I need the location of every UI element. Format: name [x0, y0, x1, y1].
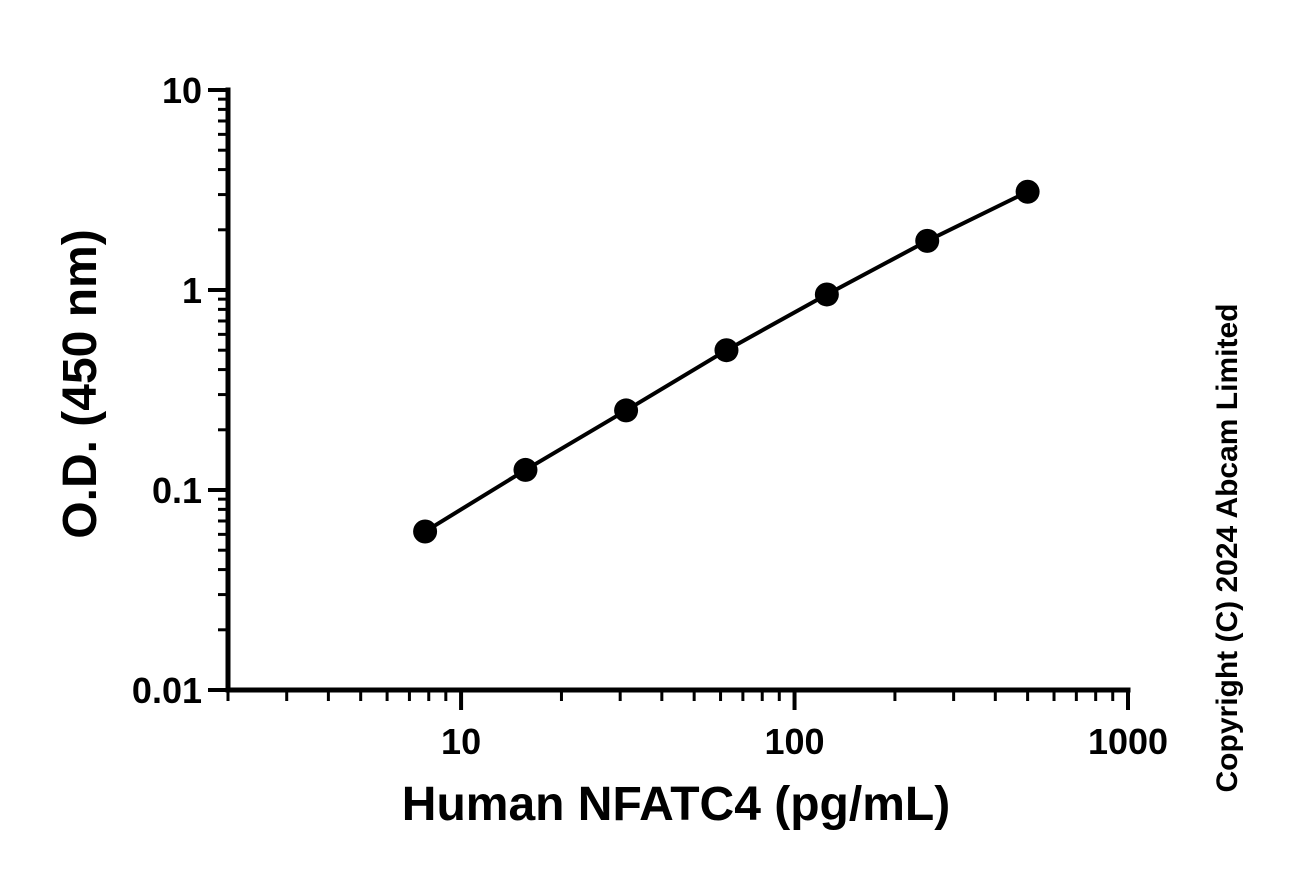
tick-labels: 0.01 0.1 1 10 10 100 1000: [132, 70, 1168, 762]
x-axis-title: Human NFATC4 (pg/mL): [402, 778, 950, 831]
axis-ticks: [208, 88, 1130, 710]
y-axis-title: O.D. (450 nm): [54, 229, 107, 538]
y-tick-label: 0.01: [132, 670, 202, 711]
y-tick-label: 1: [182, 270, 202, 311]
x-tick-label: 10: [441, 721, 481, 762]
y-tick-label: 0.1: [152, 470, 202, 511]
axes: [225, 87, 1131, 693]
y-tick-label: 10: [162, 70, 202, 111]
data-series: [413, 179, 1040, 544]
x-tick-label: 100: [765, 721, 825, 762]
data-point: [814, 282, 839, 307]
data-point: [614, 398, 639, 423]
data-point: [413, 519, 438, 544]
data-point: [1015, 179, 1040, 204]
data-point: [915, 228, 940, 253]
copyright-notice: Copyright (C) 2024 Abcam Limited: [1211, 304, 1244, 793]
x-tick-label: 1000: [1088, 721, 1168, 762]
data-point: [513, 457, 538, 482]
data-point: [714, 338, 739, 363]
